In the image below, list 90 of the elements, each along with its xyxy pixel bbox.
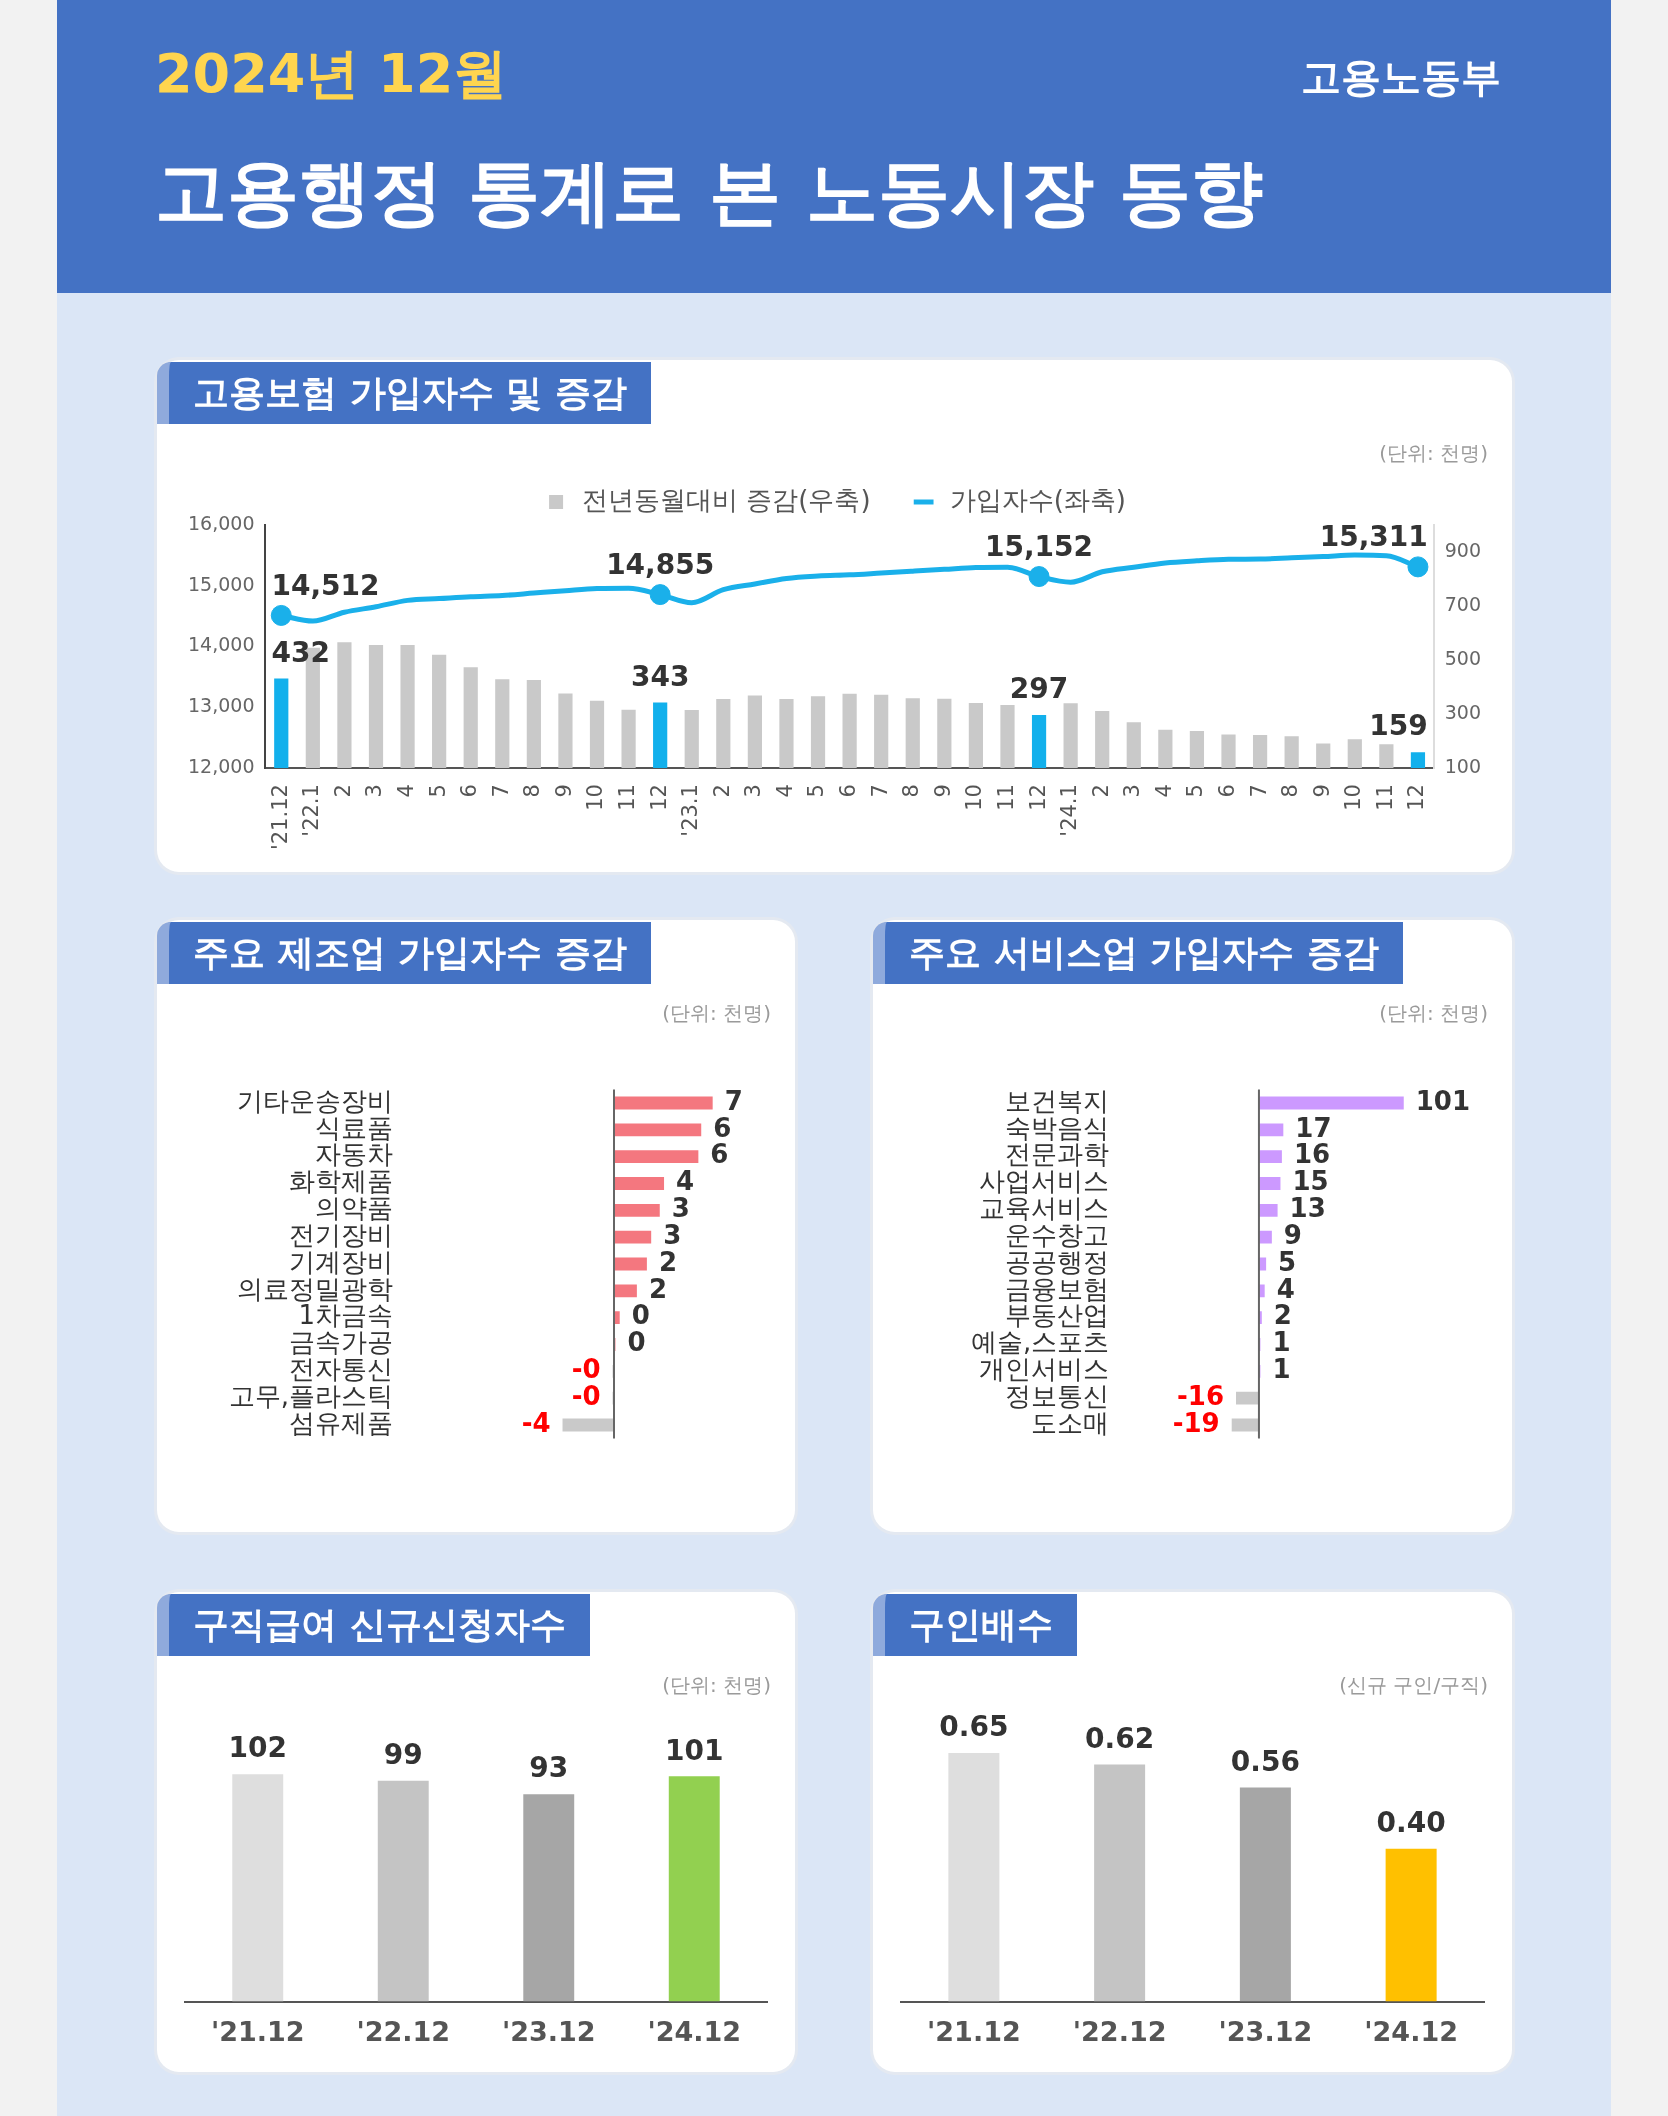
y-tick-label: 16,000	[188, 511, 255, 534]
data-label: 93	[529, 1751, 569, 1785]
y2-tick-label: 300	[1444, 701, 1481, 724]
x-tick-label: 12	[1025, 784, 1050, 811]
chart-title: 구직급여 신규신청자수	[157, 1594, 590, 1656]
data-label: 0.40	[1376, 1805, 1446, 1839]
text: 고용행정 통계로 본 노동시장 동향	[155, 149, 1264, 236]
x-tick-label: '21.12	[267, 784, 292, 851]
x-tick-label: 11	[993, 784, 1018, 811]
x-tick-label: 5	[1183, 784, 1208, 798]
data-label: 15,152	[985, 529, 1094, 563]
data-label: 101	[1415, 1085, 1471, 1116]
legend-label: 가입자수(좌축)	[949, 484, 1126, 515]
x-tick-label: 7	[488, 784, 513, 798]
y2-tick-label: 700	[1444, 592, 1481, 615]
x-tick-label: '24.12	[1364, 2015, 1458, 2047]
data-label: 14,855	[606, 547, 715, 581]
data-label: 102	[228, 1731, 287, 1765]
x-tick-label: '24.1	[1057, 784, 1082, 837]
x-tick-label: 8	[1278, 784, 1303, 798]
x-tick-label: 3	[1120, 784, 1145, 798]
chart-title: 구인배수	[873, 1594, 1077, 1656]
chart-title: 고용보험 가입자수 및 증감	[157, 362, 651, 424]
y2-tick-label: 900	[1444, 538, 1481, 561]
text: (단위: 천명)	[662, 1672, 771, 1699]
chart-title: 주요 제조업 가입자수 증감	[157, 922, 651, 984]
y-tick-label: 기타운송장비	[237, 1085, 393, 1116]
data-label: 343	[630, 659, 690, 693]
x-tick-label: 8	[520, 784, 545, 798]
data-label: 15,311	[1319, 520, 1428, 554]
x-tick-label: 6	[457, 784, 482, 798]
x-tick-label: 4	[394, 784, 419, 798]
data-label: 0.65	[939, 1710, 1009, 1744]
data-label: 0.56	[1230, 1744, 1300, 1778]
x-tick-label: 2	[330, 784, 355, 798]
x-tick-label: 4	[772, 784, 797, 798]
text: 고용노동부	[1301, 53, 1501, 102]
data-label: 432	[271, 635, 330, 669]
x-tick-label: 9	[551, 784, 576, 798]
x-tick-label: 2	[1088, 784, 1113, 798]
x-tick-label: 8	[899, 784, 924, 798]
text: 2024년 12월	[155, 41, 508, 107]
x-tick-label: 11	[1372, 784, 1397, 811]
x-tick-label: 6	[1214, 784, 1239, 798]
data-label: 159	[1369, 709, 1428, 743]
x-tick-label: '22.12	[1072, 2015, 1167, 2047]
text: (단위: 천명)	[1379, 1000, 1488, 1027]
x-tick-label: 12	[646, 784, 671, 811]
data-label: 297	[1009, 672, 1069, 706]
text: (단위: 천명)	[1379, 440, 1488, 467]
legend-label: 전년동월대비 증감(우축)	[582, 484, 871, 515]
text: (신규 구인/구직)	[1339, 1672, 1488, 1699]
x-tick-label: '22.1	[299, 784, 324, 837]
x-tick-label: 7	[867, 784, 892, 798]
y2-tick-label: 100	[1444, 755, 1481, 778]
x-tick-label: 3	[362, 784, 387, 798]
y-tick-label: 12,000	[188, 755, 255, 778]
x-tick-label: 5	[425, 784, 450, 798]
x-tick-label: 12	[1404, 784, 1429, 811]
data-label: 101	[665, 1733, 724, 1767]
text: (단위: 천명)	[662, 1000, 771, 1027]
x-tick-label: 5	[804, 784, 829, 798]
x-tick-label: 6	[836, 784, 861, 798]
x-tick-label: '21.12	[927, 2015, 1021, 2047]
x-tick-label: 11	[615, 784, 640, 811]
x-tick-label: '22.12	[356, 2015, 451, 2047]
x-tick-label: 10	[583, 784, 608, 811]
y2-tick-label: 500	[1444, 647, 1481, 669]
x-tick-label: 2	[709, 784, 734, 798]
y-tick-label: 보건복지	[1005, 1085, 1110, 1116]
x-tick-label: 9	[1309, 784, 1334, 798]
x-tick-label: '24.12	[647, 2015, 742, 2047]
data-label: -4	[521, 1407, 551, 1438]
x-tick-label: 3	[741, 784, 766, 798]
y-tick-label: 15,000	[188, 572, 255, 595]
x-tick-label: 10	[1341, 784, 1366, 811]
x-tick-label: '23.1	[678, 784, 703, 837]
x-tick-label: '21.12	[210, 2015, 305, 2047]
data-label: 0.62	[1085, 1721, 1155, 1755]
y-tick-label: 13,000	[188, 694, 255, 717]
data-label: 14,512	[271, 568, 380, 602]
x-tick-label: '23.12	[1218, 2015, 1313, 2047]
data-label: 99	[383, 1738, 423, 1772]
y-tick-label: 14,000	[188, 633, 255, 656]
chart-title: 주요 서비스업 가입자수 증감	[873, 922, 1403, 984]
x-tick-label: 10	[962, 784, 987, 811]
x-tick-label: 9	[930, 784, 955, 798]
x-tick-label: 7	[1246, 784, 1271, 798]
x-tick-label: '23.12	[501, 2015, 596, 2047]
x-tick-label: 4	[1151, 784, 1176, 798]
